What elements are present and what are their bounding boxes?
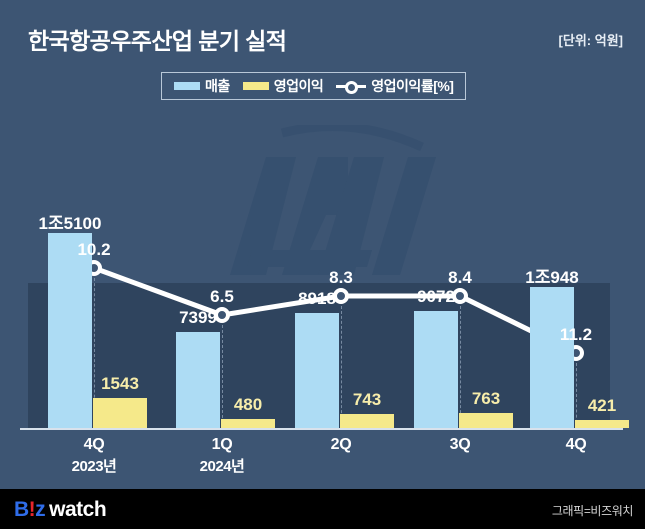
legend-label-operating-profit: 영업이익	[273, 78, 324, 94]
bar-operating-profit	[221, 419, 275, 428]
bar-revenue	[414, 311, 458, 428]
bar-revenue	[48, 233, 92, 428]
bar-revenue	[530, 287, 574, 428]
x-tick-quarter: 3Q	[449, 436, 471, 453]
bar-operating-profit	[459, 413, 513, 428]
logo-letter-b: B	[14, 498, 29, 521]
x-tick-quarter: 4Q	[83, 436, 105, 453]
line-marker	[452, 288, 468, 304]
bizwatch-logo: B!z watch	[14, 498, 107, 522]
bar-operating-profit	[340, 414, 394, 428]
line-point-label: 11.2	[559, 325, 593, 344]
x-axis-tick: 3Q	[450, 436, 471, 454]
line-marker	[333, 288, 349, 304]
legend-item-revenue: 매출	[174, 76, 230, 96]
bar-label-revenue: 1조5100	[38, 214, 102, 233]
gridline	[460, 306, 461, 428]
line-point-label: 8.4	[448, 268, 472, 287]
bar-label-operating-profit: 743	[352, 390, 382, 409]
legend-swatch-operating-profit	[242, 82, 269, 90]
line-marker	[214, 307, 230, 323]
graphic-credit: 그래픽=비즈워치	[551, 504, 633, 518]
plot-area: 1조5100 1543 10.2 4Q 2023년 7399 480 6.5 1Q 2024년 89…	[0, 110, 645, 475]
x-tick-quarter: 4Q	[565, 436, 587, 453]
x-axis-tick: 4Q 2023년	[72, 436, 117, 476]
logo-exclamation: !	[28, 498, 36, 521]
bar-label-revenue: 8918	[298, 289, 336, 308]
bar-revenue	[176, 332, 220, 428]
x-axis-tick: 4Q	[566, 436, 587, 454]
bar-label-revenue: 9072	[417, 287, 455, 306]
gridline	[222, 325, 223, 428]
gridline	[576, 363, 577, 428]
x-axis-tick: 2Q	[331, 436, 352, 454]
line-point-label: 6.5	[210, 287, 234, 306]
legend: 매출 영업이익 영업이익률[%]	[161, 72, 467, 100]
legend-label-revenue: 매출	[205, 78, 230, 94]
bar-label-revenue: 1조948	[525, 268, 579, 287]
x-tick-year: 2024년	[199, 458, 245, 475]
bar-label-operating-profit: 763	[471, 389, 501, 408]
legend-swatch-line-marker-icon	[336, 80, 367, 94]
legend-item-operating-margin: 영업이익률[%]	[336, 76, 454, 96]
legend-item-operating-profit: 영업이익	[242, 76, 324, 96]
bar-label-revenue: 7399	[179, 308, 217, 327]
page-title: 한국항공우주산업 분기 실적	[28, 28, 287, 54]
footer-bar: B!z watch 그래픽=비즈워치	[0, 489, 645, 529]
bar-label-operating-profit: 1543	[101, 374, 139, 393]
logo-word-watch: watch	[49, 498, 107, 521]
x-tick-quarter: 2Q	[330, 436, 352, 453]
unit-note: [단위: 억원]	[558, 33, 623, 48]
legend-swatch-revenue	[174, 82, 200, 90]
bar-operating-profit	[93, 398, 147, 428]
x-axis-line	[20, 428, 623, 430]
bar-label-operating-profit: 421	[587, 396, 617, 415]
bar-operating-profit	[575, 420, 629, 428]
gridline	[341, 306, 342, 428]
line-point-label: 10.2	[77, 240, 111, 259]
bar-revenue	[295, 313, 339, 428]
legend-label-operating-margin: 영업이익률[%]	[371, 78, 454, 94]
gridline	[94, 278, 95, 428]
x-axis-tick: 1Q 2024년	[200, 436, 245, 476]
logo-letter-z: z	[35, 498, 46, 521]
bar-label-operating-profit: 480	[233, 395, 263, 414]
x-tick-quarter: 1Q	[211, 436, 233, 453]
x-tick-year: 2023년	[71, 458, 117, 475]
line-point-label: 8.3	[329, 268, 353, 287]
